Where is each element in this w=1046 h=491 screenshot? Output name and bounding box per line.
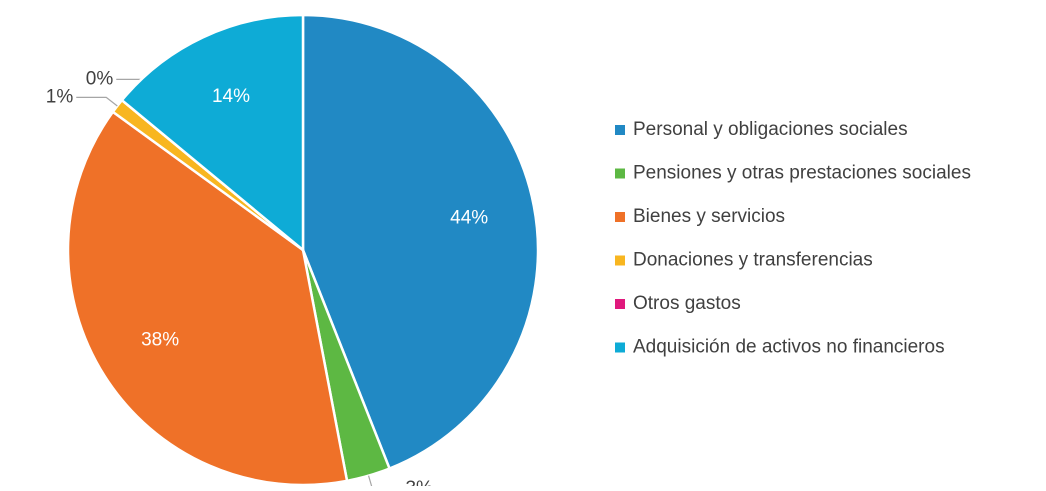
legend-label: Adquisición de activos no financieros bbox=[633, 337, 945, 358]
legend-label: Pensiones y otras prestaciones sociales bbox=[633, 163, 971, 184]
leader-line bbox=[76, 96, 118, 107]
data-label: 0% bbox=[86, 68, 114, 89]
data-label: 1% bbox=[46, 86, 74, 107]
legend-swatch bbox=[615, 255, 625, 266]
data-label: 3% bbox=[405, 478, 433, 486]
legend-swatch bbox=[615, 299, 625, 309]
pie-slice bbox=[120, 13, 305, 253]
pie-slice bbox=[301, 13, 540, 471]
legend-label: Donaciones y transferencias bbox=[633, 250, 873, 271]
data-label: 14% bbox=[212, 86, 250, 107]
legend-swatch bbox=[615, 342, 625, 353]
legend-label: Personal y obligaciones sociales bbox=[633, 119, 908, 140]
legend-label: Otros gastos bbox=[633, 293, 741, 314]
pie-slice bbox=[66, 110, 349, 487]
data-label: 38% bbox=[141, 330, 179, 351]
legend-swatch bbox=[615, 212, 625, 222]
legend-label: Bienes y servicios bbox=[633, 206, 785, 227]
legend-swatch bbox=[615, 168, 625, 179]
data-label: 44% bbox=[450, 207, 488, 228]
legend-swatch bbox=[615, 125, 625, 135]
leader-line bbox=[367, 475, 403, 490]
